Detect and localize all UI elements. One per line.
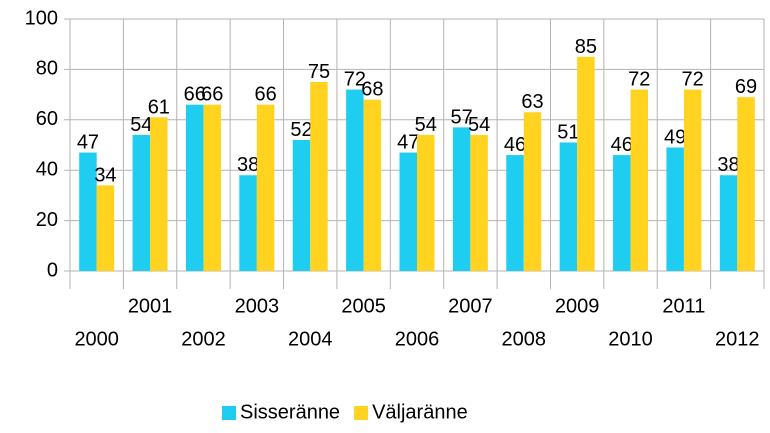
x-tick-label: 2002: [181, 328, 226, 350]
data-label: 72: [628, 69, 650, 91]
legend-label: Väljaränne: [372, 401, 468, 423]
data-label: 66: [254, 84, 276, 106]
data-label: 46: [504, 134, 526, 156]
bar: [399, 152, 417, 271]
x-tick-label: 2010: [608, 328, 653, 350]
data-label: 54: [415, 114, 437, 136]
x-tick-label: 2003: [235, 295, 280, 317]
data-label: 72: [682, 69, 704, 91]
y-tick-label: 40: [36, 158, 58, 180]
legend-swatch: [354, 406, 369, 420]
bar: [683, 89, 702, 271]
data-label: 47: [397, 132, 419, 154]
bar: [719, 175, 738, 271]
bar: [346, 89, 364, 271]
legend-swatch: [222, 406, 236, 420]
bar: [363, 99, 382, 271]
bar: [506, 155, 524, 271]
x-tick-label: 2005: [341, 295, 386, 317]
data-label: 61: [148, 96, 170, 118]
bar: [577, 56, 595, 271]
bar: [417, 134, 435, 271]
bar: [185, 104, 204, 272]
bar: [239, 175, 257, 271]
x-tick-label: 2000: [74, 328, 119, 350]
bar: [96, 185, 115, 271]
data-label: 49: [664, 127, 686, 149]
data-label: 54: [130, 114, 152, 136]
data-label: 51: [557, 121, 579, 143]
data-label: 54: [468, 114, 490, 136]
x-tick-label: 2009: [555, 295, 600, 317]
y-tick-label: 80: [36, 58, 58, 80]
y-tick-label: 60: [36, 108, 58, 130]
data-label: 38: [237, 154, 259, 176]
bar: [203, 104, 221, 272]
x-tick-label: 2008: [502, 328, 547, 350]
bar: [630, 89, 649, 271]
bar: [132, 134, 151, 271]
legend-label: Sisseränne: [240, 401, 340, 423]
x-tick-label: 2007: [448, 295, 493, 317]
x-tick-label: 2006: [395, 328, 440, 350]
y-tick-label: 0: [47, 259, 58, 281]
bar: [559, 142, 578, 271]
data-label: 47: [77, 132, 99, 154]
y-tick-label: 100: [25, 7, 58, 29]
bar: [613, 155, 631, 271]
y-tick-label: 20: [36, 209, 58, 231]
bar: [256, 104, 275, 272]
x-tick-label: 2012: [715, 328, 760, 350]
data-label: 66: [184, 84, 206, 106]
data-label: 34: [94, 164, 116, 186]
bar: [523, 112, 542, 272]
bar: [470, 134, 488, 271]
bar: [79, 152, 97, 271]
data-label: 38: [717, 154, 739, 176]
data-label: 72: [344, 69, 366, 91]
bar: [452, 127, 471, 271]
x-tick-label: 2001: [128, 295, 173, 317]
bar: [310, 82, 328, 271]
data-label: 46: [611, 134, 633, 156]
x-tick-label: 2011: [662, 295, 705, 317]
data-label: 66: [201, 84, 223, 106]
bar: [150, 117, 168, 271]
data-label: 85: [575, 36, 597, 58]
bar: [737, 97, 755, 272]
data-label: 57: [451, 106, 473, 128]
bar: [292, 139, 311, 271]
data-label: 52: [290, 119, 312, 141]
data-label: 69: [735, 76, 757, 98]
bar: [666, 147, 684, 271]
data-label: 68: [361, 79, 383, 101]
x-tick-label: 2004: [288, 328, 333, 350]
data-label: 75: [308, 61, 330, 83]
data-label: 63: [521, 91, 543, 113]
